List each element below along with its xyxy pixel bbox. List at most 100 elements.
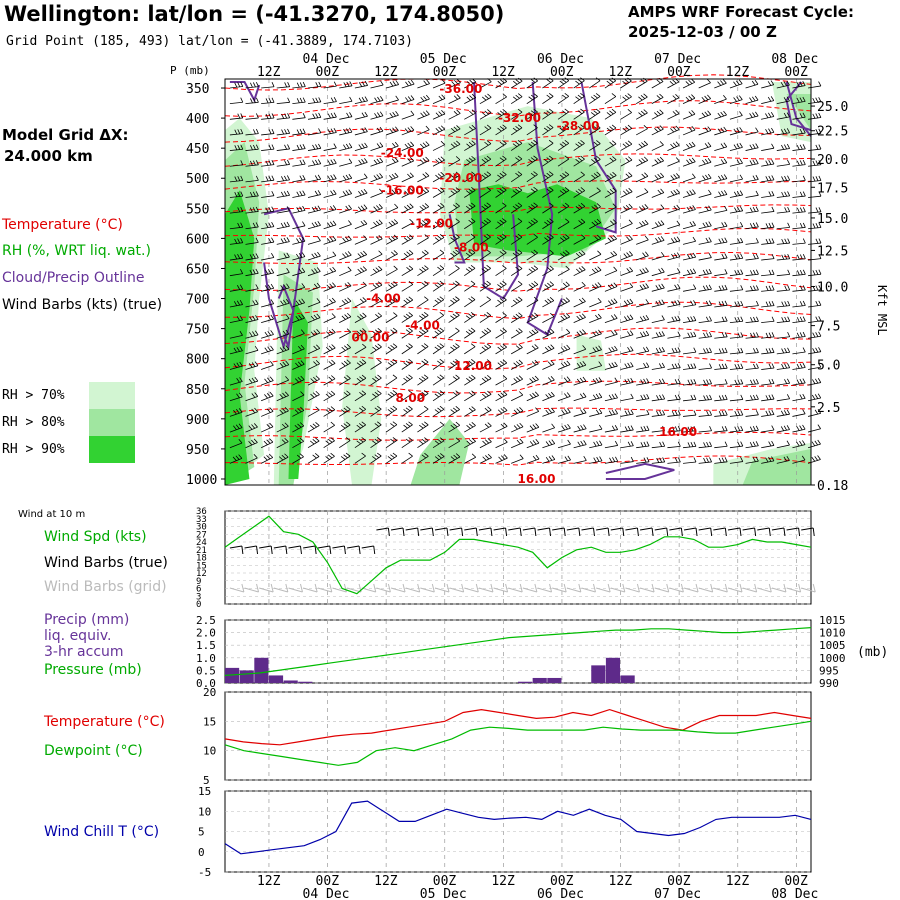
- wind-barb-feather: [314, 268, 318, 273]
- wind-barb-feather: [264, 378, 268, 383]
- wind-barb-shaft: [651, 414, 665, 417]
- wind-barb-shaft: [292, 256, 306, 261]
- wind-barb-feather: [332, 220, 337, 226]
- wind-barb-feather: [268, 175, 272, 181]
- wind-barb-shaft: [698, 383, 712, 386]
- wind-barb-feather: [625, 204, 630, 210]
- wind-barb-feather: [270, 330, 274, 335]
- wind-barb-shaft: [385, 408, 398, 417]
- wind-barb-feather: [455, 374, 460, 379]
- wind-barb-feather: [239, 346, 243, 351]
- wind-barb-feather: [692, 173, 696, 178]
- wind-barb-feather: [238, 454, 243, 459]
- wind-barb-feather: [656, 110, 661, 115]
- wind-barb-feather: [534, 328, 539, 333]
- wind-barb-feather: [437, 157, 443, 162]
- wind-barb-feather: [739, 111, 743, 116]
- wind-barb-feather: [784, 301, 788, 307]
- wind-barb-feather: [767, 81, 772, 86]
- wind-barb-feather: [717, 81, 722, 86]
- wind-barb-feather: [440, 202, 445, 207]
- wind-barb-feather: [768, 175, 772, 181]
- page-title: Wellington: lat/lon = (-41.3270, 174.805…: [4, 2, 505, 26]
- wind-barb-feather: [740, 222, 744, 227]
- wind-barb-shaft: [386, 114, 399, 120]
- wind-barb-feather: [529, 425, 534, 430]
- wind-barb-feather: [296, 82, 300, 88]
- true-wind-barb: [771, 527, 785, 531]
- wind-barb-shaft: [307, 101, 321, 105]
- wind-barb-feather: [659, 141, 664, 146]
- wind-barb-feather: [347, 297, 352, 302]
- wind-barb-feather: [531, 282, 536, 287]
- wind-barb-shaft: [776, 163, 790, 167]
- wind-barb-feather: [470, 311, 476, 316]
- cloud-precip-outline: [229, 81, 261, 103]
- wind-barb-feather: [707, 94, 711, 99]
- wind-barb-feather: [533, 139, 538, 144]
- wind-barb-shaft: [589, 412, 603, 417]
- wind-barb-feather: [624, 79, 630, 83]
- wind-barb-feather: [799, 440, 803, 446]
- temperature-contour-label: -16.00: [381, 183, 424, 197]
- wind-barb-feather: [691, 157, 696, 163]
- wind-barb-feather: [768, 269, 772, 275]
- wind-barb-feather: [237, 113, 241, 119]
- wind-barb-feather: [705, 269, 709, 275]
- wind-barb-feather: [658, 347, 662, 353]
- wind-barb-feather: [297, 377, 302, 382]
- wind-barb-shaft: [557, 80, 570, 89]
- wind-barb-feather: [565, 234, 570, 239]
- wind-barb-shaft: [698, 145, 712, 151]
- grid-wind-barb-feather: [505, 583, 509, 593]
- wind-barb-feather: [799, 81, 803, 87]
- wind-barb-feather: [702, 222, 706, 228]
- wind-barb-feather: [562, 235, 567, 240]
- wind-barb-feather: [643, 109, 648, 114]
- wind-barb-feather: [439, 249, 445, 254]
- wind-barb-feather: [528, 284, 534, 288]
- wind-barb-shaft: [307, 332, 321, 339]
- wind-barb-shaft: [729, 430, 743, 433]
- wind-barb-feather: [659, 109, 664, 114]
- wind-barb-feather: [677, 299, 681, 305]
- precip-bar: [605, 657, 621, 683]
- wind-barb-feather: [282, 346, 287, 351]
- wind-barb-shaft: [276, 287, 290, 292]
- grid-wind-barb-feather: [636, 583, 640, 593]
- wind-barb-feather: [377, 390, 382, 394]
- precip-tick: 2.5: [196, 614, 216, 627]
- pressure-tick-label: 350: [186, 82, 209, 97]
- wind-barb-feather: [786, 128, 790, 133]
- wind-barb-shaft: [292, 379, 305, 386]
- wind-barb-feather: [426, 79, 430, 84]
- grid-wind-barb: [259, 587, 274, 593]
- wind-barb-shaft: [808, 180, 822, 183]
- wind-barb-feather: [484, 141, 489, 146]
- wind-barb-feather: [487, 453, 492, 458]
- wind-barb-shaft: [557, 427, 571, 433]
- precip-bar: [254, 657, 269, 683]
- wind-barb-feather: [531, 251, 536, 255]
- wind-barb-feather: [567, 439, 571, 445]
- wind-barb-shaft: [745, 320, 759, 323]
- wind-barb-feather: [765, 285, 769, 291]
- wind-barb-feather: [771, 285, 775, 291]
- wind-barb-feather: [686, 206, 691, 212]
- wind-barb-feather: [499, 188, 505, 193]
- wind-barb-shaft: [682, 81, 695, 89]
- wind-barb-feather: [284, 453, 289, 458]
- wind-barb-shaft: [510, 299, 523, 308]
- wind-barb-shaft: [651, 366, 665, 370]
- wind-barb-shaft: [495, 346, 507, 355]
- wind-barb-feather: [328, 376, 333, 381]
- wind-barb-feather: [486, 327, 492, 332]
- wind-barb-shaft: [776, 413, 790, 417]
- wind-barb-shaft: [432, 144, 445, 151]
- wind-barb-feather: [721, 457, 725, 463]
- wind-barb-feather: [395, 95, 399, 101]
- wind-barb-shaft: [370, 346, 382, 355]
- wind-barb-shaft: [448, 221, 460, 230]
- wind-barb-feather: [532, 392, 537, 397]
- wind-barb-shaft: [589, 349, 602, 355]
